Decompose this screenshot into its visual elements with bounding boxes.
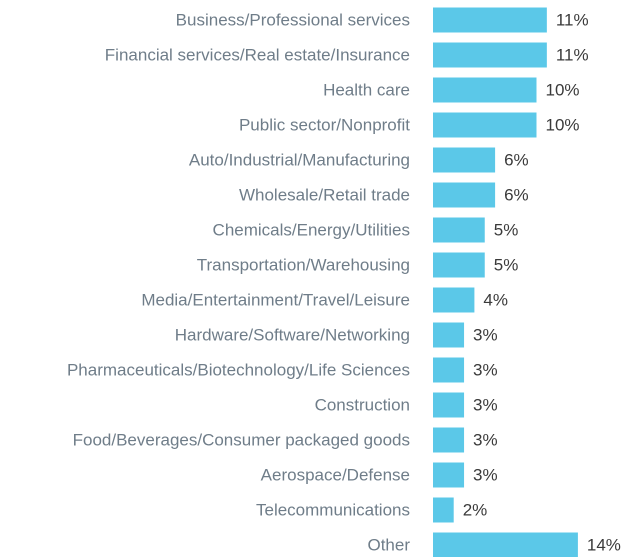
bar [433, 357, 465, 383]
value-label: 14% [587, 535, 621, 554]
bar [433, 392, 465, 418]
value-label: 6% [504, 185, 529, 204]
category-label: Transportation/Warehousing [197, 255, 410, 274]
category-label: Media/Entertainment/Travel/Leisure [141, 290, 410, 309]
bar [433, 252, 485, 278]
bar [433, 427, 465, 453]
category-label: Pharmaceuticals/Biotechnology/Life Scien… [67, 360, 410, 379]
value-label: 5% [494, 255, 519, 274]
value-label: 2% [463, 500, 488, 519]
bar [433, 532, 578, 557]
category-label: Business/Professional services [176, 10, 410, 29]
bar [433, 462, 465, 488]
bar [433, 112, 537, 138]
value-label: 3% [473, 465, 498, 484]
value-label: 11% [556, 10, 589, 29]
value-label: 3% [473, 360, 498, 379]
category-label: Health care [323, 80, 410, 99]
category-label: Other [367, 535, 410, 554]
bar [433, 322, 465, 348]
value-label: 3% [473, 395, 498, 414]
bar [433, 7, 547, 33]
value-label: 3% [473, 325, 498, 344]
category-label: Telecommunications [256, 500, 410, 519]
category-label: Auto/Industrial/Manufacturing [189, 150, 410, 169]
bar [433, 147, 496, 173]
category-label: Food/Beverages/Consumer packaged goods [73, 430, 410, 449]
value-label: 4% [483, 290, 508, 309]
bar [433, 287, 475, 313]
category-label: Construction [315, 395, 410, 414]
bar [433, 182, 496, 208]
value-label: 10% [546, 80, 580, 99]
bar [433, 497, 454, 523]
category-label: Financial services/Real estate/Insurance [105, 45, 410, 64]
bar [433, 42, 547, 68]
value-label: 10% [546, 115, 580, 134]
value-label: 6% [504, 150, 529, 169]
category-label: Wholesale/Retail trade [239, 185, 410, 204]
value-label: 5% [494, 220, 519, 239]
category-label: Public sector/Nonprofit [239, 115, 410, 134]
bar [433, 77, 537, 103]
value-label: 3% [473, 430, 498, 449]
category-label: Aerospace/Defense [261, 465, 410, 484]
bar [433, 217, 485, 243]
category-label: Chemicals/Energy/Utilities [213, 220, 410, 239]
value-label: 11% [556, 45, 589, 64]
category-label: Hardware/Software/Networking [175, 325, 410, 344]
